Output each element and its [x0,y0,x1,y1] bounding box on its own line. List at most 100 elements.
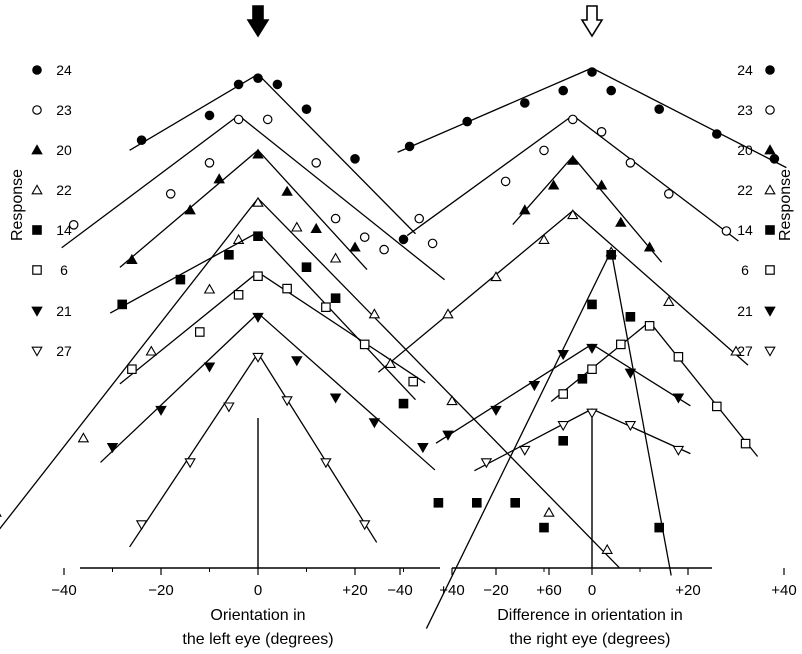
data-point [301,104,312,114]
x-tick-label: −20 [148,582,173,599]
data-point [490,405,502,416]
data-point [117,299,127,310]
data-point [262,114,273,125]
tuning-line-left [425,250,612,629]
data-point [730,345,742,356]
data-point [596,127,607,137]
cell-id-text: 14 [56,222,72,238]
tuning-line-right [649,321,759,457]
data-point [615,339,626,350]
data-point [567,154,579,165]
data-point [672,393,685,404]
data-point [586,408,598,419]
data-point [567,114,578,125]
y-axis-label-right: Response [777,169,794,241]
data-point [224,250,234,260]
data-point [252,352,264,363]
cell-symbol-icon [31,346,43,357]
x-axis-label-left-line2: the left eye (degrees) [182,631,333,648]
cell-series-6 [550,321,759,457]
cell-legend-left: 24 23 20 22 14 6 21 27 [31,62,72,359]
tuning-line-left [119,271,259,385]
cell-symbol-icon [32,105,42,115]
data-point [126,253,138,264]
data-point [272,79,283,90]
data-point [330,213,341,224]
cell-label-23: 23 [737,102,775,118]
data-point [414,213,424,224]
data-point [769,154,780,164]
x-tick-label: +20 [342,582,367,599]
data-point [404,141,415,152]
data-point [252,196,264,207]
cell-series-14 [109,231,416,409]
tuning-line-left [474,408,593,472]
tuning-line-left [435,343,593,444]
data-point [281,396,293,407]
data-point [136,135,147,145]
cell-label-20: 20 [737,142,776,158]
data-point [606,250,616,260]
cell-series-22 [377,209,749,373]
data-point [213,173,225,184]
data-point [384,357,397,368]
cell-symbol-icon [764,346,776,357]
data-point [615,216,627,227]
data-point [587,299,597,310]
x-axis: −40 −20 0 +20 +40 [387,567,797,599]
data-point [539,522,549,533]
data-point [321,302,331,312]
cell-id-text: 14 [737,222,753,238]
data-point [195,327,205,337]
data-point [472,498,482,508]
panel-right: −40 −20 0 +20 +40 [377,5,797,629]
data-point [510,498,520,508]
cell-label-24: 24 [737,62,775,78]
data-point [0,513,2,517]
tuning-line-left [550,321,651,402]
cell-id-text: 27 [56,343,72,359]
cell-series-20 [512,154,663,263]
tuning-line-right [257,149,368,270]
tuning-line-right [610,250,672,576]
cell-symbol-icon [765,105,775,115]
data-point [291,356,303,367]
data-point [446,395,458,406]
cell-symbol-icon [765,265,775,275]
cell-label-27: 27 [31,343,72,359]
data-point [145,345,158,356]
data-point [663,295,675,306]
cell-label-21: 21 [31,303,72,319]
cell-id-text: 27 [737,343,753,359]
data-point [558,85,568,96]
data-point [654,104,664,114]
cell-symbol-icon [32,265,42,275]
tuning-line-right [257,197,620,568]
data-point [359,232,370,242]
cell-label-20: 20 [31,142,72,158]
data-point [519,98,530,108]
data-point [398,398,409,409]
data-point [253,271,263,281]
data-point [408,376,418,387]
filled-arrow-icon [246,5,270,38]
cell-series-6 [119,271,426,387]
y-axis-label-left: Response [9,169,26,241]
cell-symbol-icon [31,306,43,317]
cell-label-6: 6 [741,262,775,278]
cell-id-text: 23 [56,102,72,118]
tuning-line-left [100,312,259,463]
cell-id-text: 21 [737,303,753,319]
data-point [350,154,360,164]
tuning-line-left [109,231,259,314]
cell-series-24 [129,73,416,245]
cell-series-20 [119,148,368,270]
data-point [203,362,216,373]
cell-id-text: 6 [60,262,68,278]
cell-series-21 [100,312,436,471]
data-point [368,308,381,319]
data-point [252,148,264,159]
cell-series-24 [397,67,787,169]
tuning-line-right [238,114,446,281]
x-tick-label: +60 [536,582,561,599]
